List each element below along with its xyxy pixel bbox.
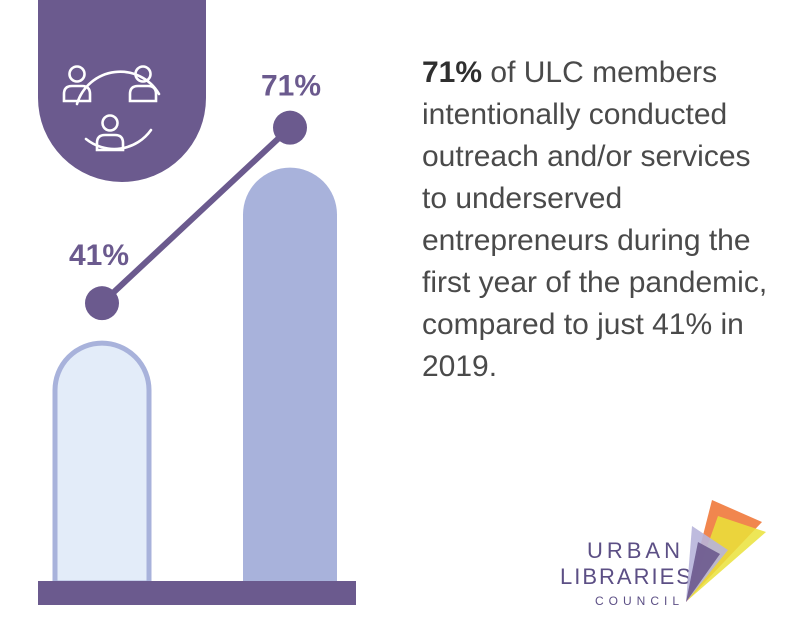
icon-badge bbox=[38, 0, 206, 182]
ulc-logo-mark bbox=[686, 500, 766, 602]
trend-line bbox=[99, 124, 293, 307]
chart-base bbox=[38, 581, 356, 605]
data-label-2: 71% bbox=[261, 70, 321, 103]
bar-2 bbox=[243, 167, 337, 584]
data-label-1: 41% bbox=[69, 239, 129, 272]
ulc-logo-text: URBAN LIBRARIES COUNCIL bbox=[560, 538, 693, 610]
statement-highlight: 71% bbox=[422, 56, 483, 89]
logo-line-urban: URBAN bbox=[586, 538, 684, 563]
point-marker-2 bbox=[273, 110, 307, 145]
statement-text: 71% of ULC members intentionally conduct… bbox=[422, 52, 772, 388]
logo-line-libraries: LIBRARIES bbox=[560, 564, 693, 589]
bar-1 bbox=[52, 340, 152, 586]
people-network-icon bbox=[62, 65, 161, 152]
point-marker-1 bbox=[85, 286, 119, 321]
logo-line-council: COUNCIL bbox=[594, 594, 684, 608]
statement-body: of ULC members intentionally conducted o… bbox=[422, 56, 768, 383]
